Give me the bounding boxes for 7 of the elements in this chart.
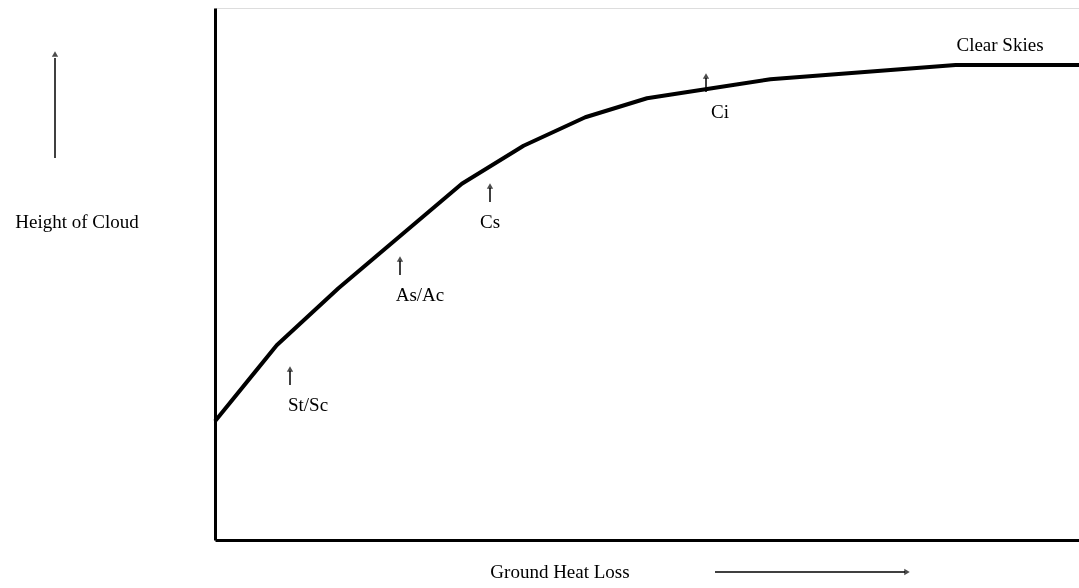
y-axis-title: Height of Cloud bbox=[15, 211, 140, 232]
text: Clear Skies bbox=[956, 34, 1044, 55]
annotation: Ci bbox=[711, 101, 729, 122]
annotation: Cs bbox=[479, 211, 501, 232]
x-axis-title: Ground Heat Loss bbox=[490, 561, 630, 582]
annotation: St/Sc bbox=[287, 394, 329, 415]
annotation: As/Ac bbox=[395, 284, 445, 305]
